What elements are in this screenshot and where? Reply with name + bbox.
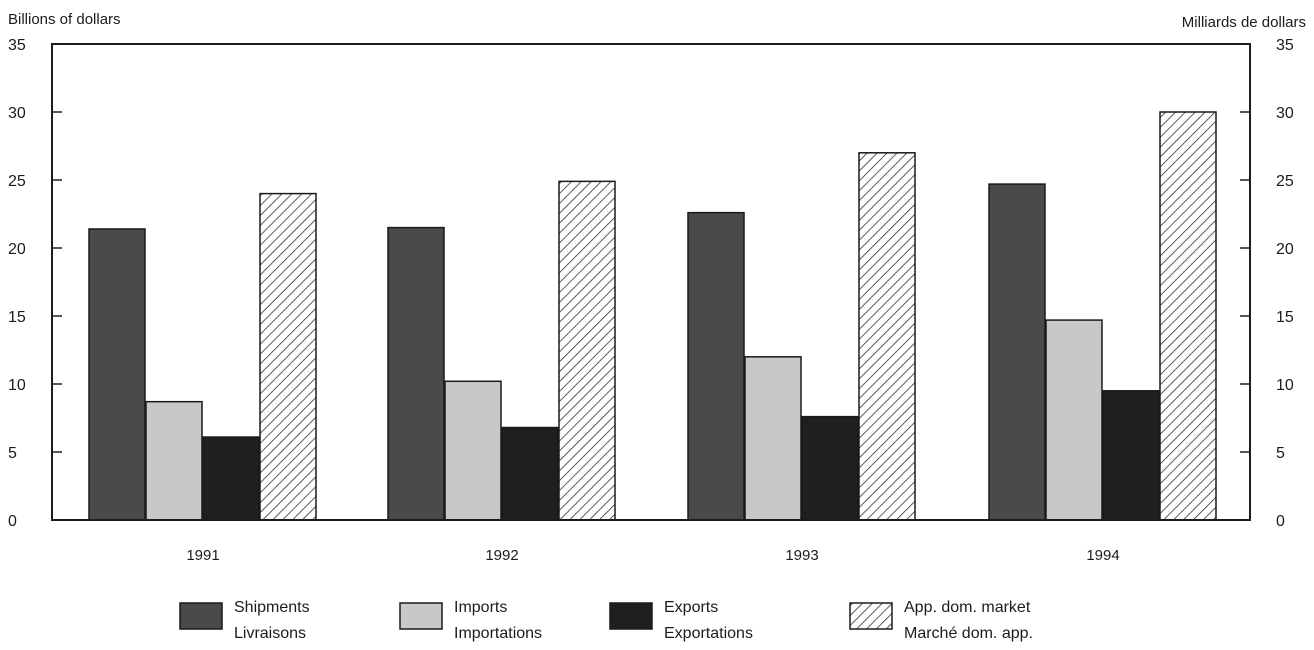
bar-imports-1994 [1045, 319, 1103, 521]
bar-exports-1991 [202, 436, 260, 521]
bar-imports-1991 [145, 400, 203, 521]
legend-label-en: App. dom. market [904, 599, 1031, 616]
left-tick-label: 20 [8, 241, 26, 258]
left-tick-label: 35 [8, 37, 26, 54]
legend-label-fr: Importations [454, 625, 542, 642]
right-tick-label: 25 [1276, 173, 1294, 190]
legend-swatch-shipments [179, 602, 223, 630]
bar-exports-1993 [801, 415, 859, 521]
bar-shipments-1994 [988, 183, 1046, 521]
left-tick-label: 0 [8, 513, 17, 530]
plot-frame [51, 43, 1251, 521]
right-tick-label: 35 [1276, 37, 1294, 54]
legend-swatch-imports [399, 602, 443, 630]
legend-label-en: Imports [454, 599, 507, 616]
x-category-label: 1991 [186, 547, 219, 564]
bar-app-dom-market-1994 [1159, 111, 1217, 521]
x-category-label: 1992 [485, 547, 518, 564]
right-tick-label: 15 [1276, 309, 1294, 326]
right-tick-label: 10 [1276, 377, 1294, 394]
category-labels: 1991 1992 1993 1994 [186, 547, 1119, 564]
bar-shipments-1993 [687, 211, 745, 521]
bar-exports-1992 [501, 426, 559, 521]
legend-swatch-exports [609, 602, 653, 630]
left-tick-label: 30 [8, 105, 26, 122]
right-tick-label: 5 [1276, 445, 1285, 462]
legend-label-fr: Marché dom. app. [904, 625, 1033, 642]
right-axis-unit-label: Milliards de dollars [1182, 14, 1306, 31]
legend-label-fr: Exportations [664, 625, 753, 642]
bars [88, 111, 1217, 521]
bar-imports-1992 [444, 380, 502, 521]
bar-imports-1993 [744, 356, 802, 521]
legend-label-fr: Livraisons [234, 625, 306, 642]
x-category-label: 1994 [1086, 547, 1119, 564]
axis-ticks: 0 0 5 5 10 10 15 15 20 20 25 25 30 30 35 35 [8, 37, 1294, 530]
left-tick-label: 15 [8, 309, 26, 326]
bar-exports-1994 [1102, 390, 1160, 521]
left-tick-label: 5 [8, 445, 17, 462]
left-tick-label: 25 [8, 173, 26, 190]
right-tick-label: 30 [1276, 105, 1294, 122]
bar-shipments-1992 [387, 226, 445, 521]
legend-label-en: Exports [664, 599, 718, 616]
legend-label-en: Shipments [234, 599, 310, 616]
bar-app-dom-market-1993 [858, 152, 916, 521]
left-tick-label: 10 [8, 377, 26, 394]
legend-swatch-app-dom-market [849, 602, 893, 630]
bar-app-dom-market-1992 [558, 180, 616, 521]
x-category-label: 1993 [785, 547, 818, 564]
left-axis-unit-label: Billions of dollars [8, 11, 121, 28]
bar-shipments-1991 [88, 228, 146, 521]
right-tick-label: 20 [1276, 241, 1294, 258]
right-tick-label: 0 [1276, 513, 1285, 530]
legend: Shipments Livraisons Imports Importations Ex… [179, 599, 1033, 642]
bar-app-dom-market-1991 [259, 192, 317, 521]
